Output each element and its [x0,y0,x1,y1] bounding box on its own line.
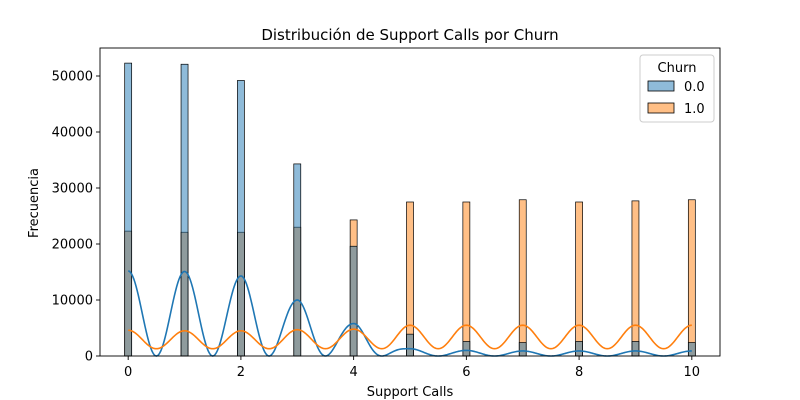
legend-swatch-0 [647,80,675,92]
legend-label-1: 1.0 [684,102,705,117]
y-tick-label-50000: 50000 [52,70,93,85]
bar-0.0-0 [124,62,133,357]
bar-1.0-8 [575,201,583,357]
bar-0.0-10 [687,342,696,357]
bar-0.0-3 [293,163,302,357]
chart-title: Distribución de Support Calls por Churn [261,26,558,44]
legend-title: Churn [658,61,697,76]
x-tick-label-4: 4 [349,365,357,380]
y-tick-label-40000: 40000 [52,126,93,141]
kde-line-1.0 [128,324,692,350]
kde-layer [127,270,692,357]
plot-frame [99,47,721,357]
legend-swatch-1 [647,102,675,114]
bar-1.0-7 [518,199,527,357]
legend-label-0: 0.0 [684,80,705,95]
bar-0.0-2 [237,80,245,357]
y-tick-label-10000: 10000 [52,294,93,309]
kde-line-0.0 [127,270,692,357]
bar-1.0-5 [406,201,414,357]
x-axis-label: Support Calls [367,385,454,400]
y-tick-label-20000: 20000 [52,238,93,253]
bar-0.0-9 [631,341,640,357]
bar-1.0-6 [462,201,471,357]
x-tick-label-8: 8 [575,365,583,380]
bar-0.0-1 [180,63,189,357]
bar-0.0-7 [518,342,527,357]
x-tick-label-2: 2 [237,365,245,380]
bar-1.0-10 [687,199,696,357]
bar-0.0-5 [406,333,414,357]
x-tick-label-6: 6 [462,365,470,380]
y-tick-label-30000: 30000 [52,182,93,197]
bar-0.0-4 [349,245,358,357]
x-tick-label-10: 10 [684,365,701,380]
bar-0.0-6 [462,341,471,357]
axes: 0 2 4 6 8 10 0 10000 20000 30000 40000 50000 [52,47,721,380]
legend: Churn 0.0 1.0 [639,54,715,123]
bar-0.0-8 [575,341,583,357]
y-tick-label-0: 0 [85,350,93,365]
bar-1.0-9 [631,200,640,357]
x-tick-label-0: 0 [124,365,132,380]
y-axis-label: Frecuencia [27,168,42,238]
bars-layer [124,62,696,357]
